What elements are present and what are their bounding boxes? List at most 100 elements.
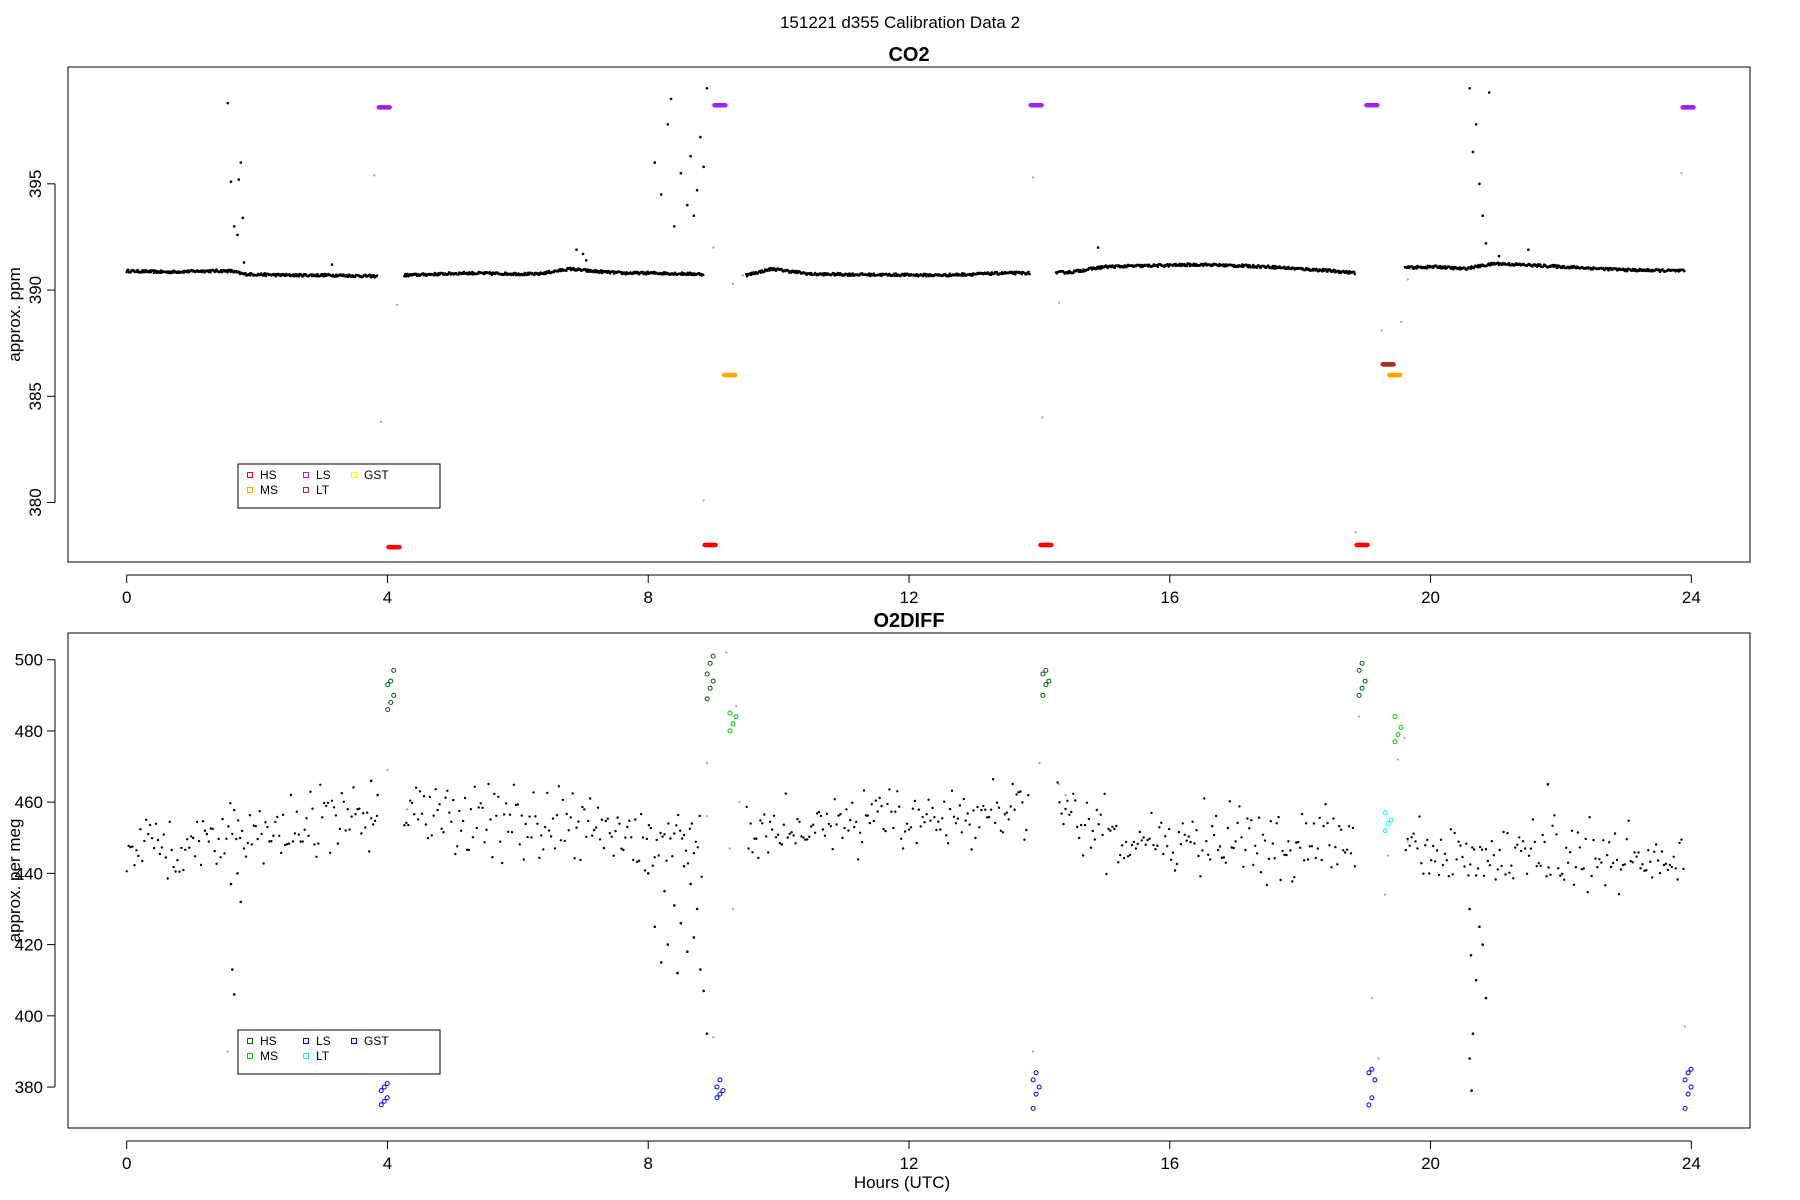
data-point [504,802,508,805]
data-point [1222,263,1225,266]
data-point [782,823,785,826]
data-point [705,1032,709,1035]
data-point [1430,859,1433,862]
data-point [1146,838,1149,842]
data-point [248,814,252,817]
data-point [1248,827,1251,830]
legend-marker-lt [303,487,309,493]
legend-marker-gst [351,1038,357,1044]
data-point [434,788,437,791]
data-point [256,837,259,841]
cal-point-ls [714,1084,720,1090]
data-point [1179,843,1183,846]
data-point [561,798,564,802]
data-point [551,817,555,820]
data-point [221,817,224,821]
data-point [1214,814,1218,818]
data-point [1113,827,1116,831]
data-point [1649,860,1652,863]
data-point [1310,845,1314,848]
legend-label-lt: LT [316,1049,330,1063]
data-point [1476,867,1480,870]
plot-frame [67,632,1751,1129]
data-point [193,855,197,858]
data-point [1302,859,1306,862]
data-point [616,816,619,819]
data-point [1453,831,1456,835]
cal-point-ms [732,372,738,378]
data-point [961,274,965,278]
data-point [1019,790,1022,793]
data-point [1554,264,1558,267]
data-point [1680,838,1683,841]
flagged-point [226,1050,229,1053]
data-point [254,825,257,828]
data-point [1478,845,1482,849]
data-point [1265,883,1269,887]
data-point [866,814,870,817]
data-point [694,840,697,843]
data-point [538,856,541,860]
data-point [197,839,201,843]
data-point [203,829,207,832]
data-point [1281,849,1284,853]
data-point [188,846,191,849]
flagged-point [1683,1025,1687,1028]
data-point [665,859,668,862]
x-tick-label: 24 [1682,588,1701,607]
data-point [1314,856,1318,860]
data-point [481,806,484,809]
data-point [699,135,702,139]
data-point [671,855,674,858]
data-point [1408,844,1411,847]
data-point [424,823,428,826]
data-point [637,859,641,862]
cal-point-hs [1356,692,1362,698]
data-point [774,836,778,839]
data-point [1338,825,1341,828]
data-point [418,790,422,793]
data-point [1211,825,1214,828]
cal-point-hs [1362,678,1368,684]
data-point [1678,841,1681,845]
data-point [1011,782,1014,786]
data-point [860,840,864,844]
data-point [215,862,218,865]
data-point [1598,858,1601,861]
data-point [1473,848,1476,851]
data-point [876,810,879,813]
data-point [309,790,312,793]
cal-point-ls [1682,1077,1688,1083]
figure-title: 151221 d355 Calibration Data 2 [780,13,1020,32]
data-point [1078,836,1081,840]
data-point [356,808,359,811]
data-point [976,805,979,809]
flagged-point [1041,416,1044,419]
cal-point-ls [1691,105,1696,110]
data-point [338,827,342,831]
data-point [1546,783,1550,786]
data-point [1447,875,1451,878]
data-point [776,833,780,836]
data-point [1504,873,1507,876]
legend-marker-ls [303,472,309,478]
data-point [297,275,301,278]
flagged-point [405,808,409,811]
data-point [305,817,308,820]
data-point [497,795,500,798]
data-point [602,846,606,850]
data-point [1631,861,1634,864]
data-point [1207,853,1210,856]
data-point [152,846,156,850]
data-point [1539,263,1542,267]
data-point [853,825,856,829]
data-point [1254,844,1257,847]
data-point [1449,828,1453,831]
data-point [679,171,683,175]
data-point [430,834,433,837]
data-point [182,868,185,872]
data-point [1079,823,1083,827]
data-point [1240,836,1243,839]
data-point [219,856,222,859]
